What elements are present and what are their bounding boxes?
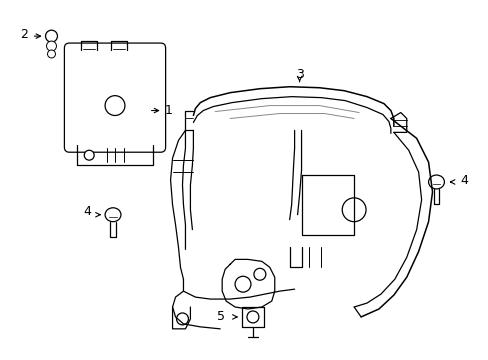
Circle shape [47, 50, 55, 58]
Circle shape [246, 311, 258, 323]
Text: 4: 4 [459, 174, 467, 186]
Text: 4: 4 [83, 205, 91, 218]
Circle shape [45, 30, 57, 42]
Circle shape [342, 198, 366, 222]
Text: 3: 3 [295, 68, 303, 81]
Circle shape [105, 96, 124, 116]
Circle shape [46, 41, 56, 51]
Ellipse shape [105, 208, 121, 222]
Circle shape [253, 268, 265, 280]
Text: 2: 2 [20, 28, 27, 41]
FancyBboxPatch shape [64, 43, 165, 152]
Ellipse shape [427, 175, 444, 189]
Text: 1: 1 [164, 104, 172, 117]
Text: 5: 5 [217, 310, 224, 323]
Circle shape [235, 276, 250, 292]
Circle shape [84, 150, 94, 160]
Circle shape [176, 313, 188, 325]
